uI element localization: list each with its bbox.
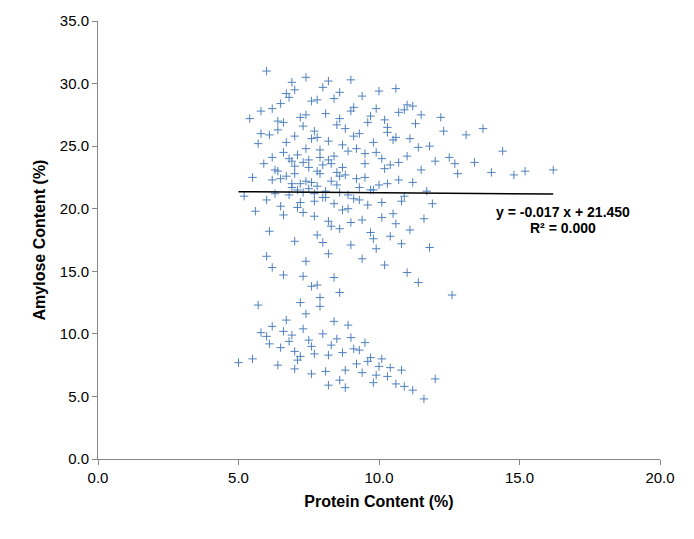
svg-text:35.0: 35.0 (60, 12, 89, 29)
svg-text:Protein Content (%): Protein Content (%) (304, 493, 453, 510)
svg-text:15.0: 15.0 (60, 263, 89, 280)
svg-text:0.0: 0.0 (88, 469, 109, 486)
svg-text:15.0: 15.0 (505, 469, 534, 486)
svg-text:25.0: 25.0 (60, 137, 89, 154)
svg-text:20.0: 20.0 (60, 200, 89, 217)
svg-text:Amylose Content (%): Amylose Content (%) (31, 160, 48, 321)
svg-text:10.0: 10.0 (364, 469, 393, 486)
svg-text:20.0: 20.0 (645, 469, 674, 486)
svg-text:R² = 0.000: R² = 0.000 (530, 220, 596, 236)
svg-text:30.0: 30.0 (60, 75, 89, 92)
svg-text:0.0: 0.0 (68, 450, 89, 467)
svg-text:5.0: 5.0 (228, 469, 249, 486)
svg-text:y = -0.017 x + 21.450: y = -0.017 x + 21.450 (496, 204, 630, 220)
svg-text:10.0: 10.0 (60, 325, 89, 342)
svg-text:5.0: 5.0 (68, 388, 89, 405)
